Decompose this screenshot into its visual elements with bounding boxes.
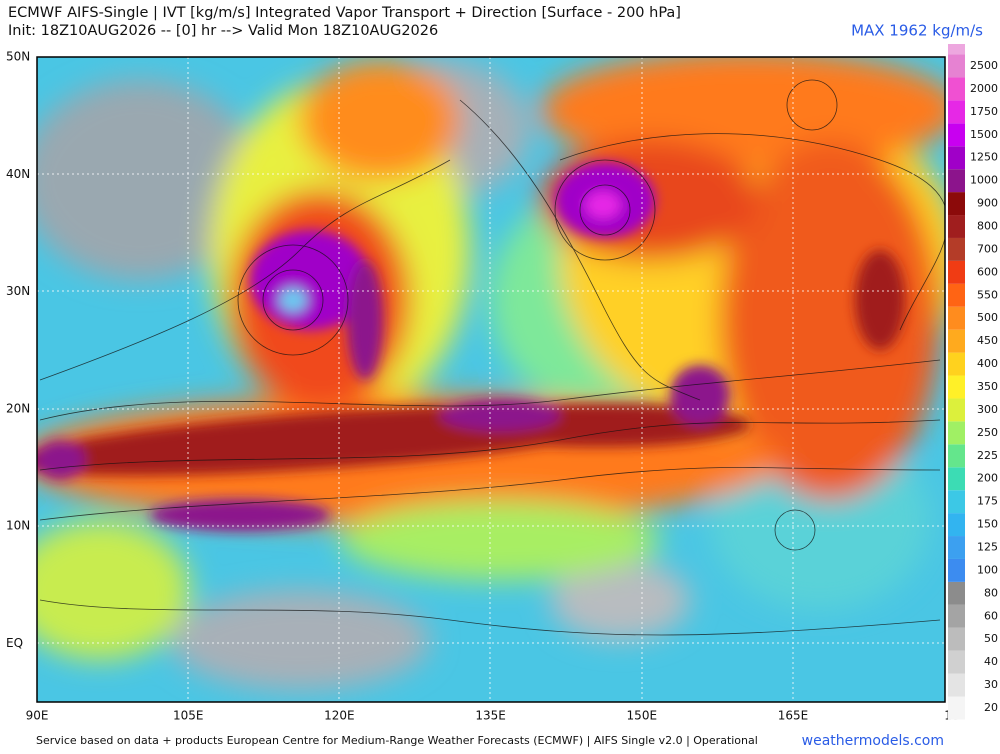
colorbar-cell	[948, 627, 965, 651]
colorbar-label: 150	[977, 518, 998, 531]
colorbar-label: 350	[977, 380, 998, 393]
colorbar-cell	[948, 536, 965, 559]
colorbar-label: 250	[977, 426, 998, 439]
colorbar-cell	[948, 123, 965, 147]
lon-label: 105E	[173, 709, 204, 723]
colorbar-label: 225	[977, 449, 998, 462]
colorbar-label: 400	[977, 357, 998, 370]
lat-label: EQ	[6, 636, 23, 650]
footer-site: weathermodels.com	[802, 733, 944, 749]
max-label: MAX 1962 kg/m/s	[851, 22, 983, 40]
colorbar-cell	[948, 444, 965, 468]
lat-label: 30N	[6, 284, 30, 298]
colorbar-label: 1250	[970, 151, 998, 164]
colorbar-cell	[948, 329, 965, 353]
colorbar-cell	[948, 352, 965, 376]
colorbar-cell	[948, 192, 965, 216]
lat-label: 10N	[6, 519, 30, 533]
colorbar-label: 450	[977, 334, 998, 347]
colorbar-label: 200	[977, 472, 998, 485]
colorbar-label: 80	[984, 586, 998, 599]
colorbar-label: 600	[977, 265, 998, 278]
lon-label: 135E	[475, 709, 506, 723]
colorbar-cell	[948, 100, 965, 124]
map-subtitle: Init: 18Z10AUG2026 -- [0] hr --> Valid M…	[8, 23, 438, 39]
colorbar-label: 2500	[970, 59, 998, 72]
colorbar-label: 1000	[970, 174, 998, 187]
colorbar-cell	[948, 146, 965, 170]
colorbar-cell	[948, 421, 965, 445]
colorbar-cell	[948, 650, 965, 674]
colorbar-label: 30	[984, 678, 998, 691]
colorbar-cell	[948, 306, 965, 330]
footer-credit: Service based on data + products Europea…	[36, 734, 758, 747]
colorbar-cell	[948, 54, 965, 78]
lon-label: 165E	[778, 709, 809, 723]
lon-label: 120E	[324, 709, 355, 723]
colorbar-cell	[948, 467, 965, 491]
colorbar-label: 50	[984, 632, 998, 645]
colorbar-label: 700	[977, 242, 998, 255]
colorbar-label: 550	[977, 288, 998, 301]
ivt-field	[37, 57, 945, 702]
colorbar-cell	[948, 604, 965, 628]
colorbar-label: 175	[977, 495, 998, 508]
colorbar-cell	[948, 558, 965, 582]
colorbar-cap	[948, 44, 965, 55]
colorbar-cell	[948, 283, 965, 307]
colorbar-cell	[948, 77, 965, 101]
lat-label: 20N	[6, 401, 30, 415]
colorbar-label: 1500	[970, 128, 998, 141]
colorbar-label: 100	[977, 563, 998, 576]
colorbar-label: 60	[984, 609, 998, 622]
colorbar-cell	[948, 375, 965, 399]
lon-label: 150E	[627, 709, 658, 723]
lat-label: 40N	[6, 167, 30, 181]
colorbar-label: 500	[977, 311, 998, 324]
colorbar-cell	[948, 673, 965, 697]
lat-label: 50N	[6, 50, 30, 64]
colorbar-label: 1750	[970, 105, 998, 118]
colorbar-cell	[948, 581, 965, 605]
colorbar-cell	[948, 513, 965, 537]
map-title: ECMWF AIFS-Single | IVT [kg/m/s] Integra…	[8, 5, 681, 21]
colorbar-cell	[948, 237, 965, 261]
colorbar-label: 40	[984, 655, 998, 668]
colorbar-label: 125	[977, 541, 998, 554]
colorbar-cell	[948, 169, 965, 193]
colorbar-label: 2000	[970, 82, 998, 95]
plot-frame	[36, 56, 946, 703]
colorbar-label: 20	[984, 701, 998, 714]
colorbar-cell	[948, 696, 965, 720]
colorbar-cell	[948, 398, 965, 422]
colorbar-label: 300	[977, 403, 998, 416]
colorbar-label: 800	[977, 220, 998, 233]
colorbar-cell	[948, 260, 965, 284]
lon-label: 90E	[26, 709, 49, 723]
colorbar-label: 900	[977, 197, 998, 210]
colorbar-cell	[948, 215, 965, 238]
colorbar-cell	[948, 490, 965, 514]
